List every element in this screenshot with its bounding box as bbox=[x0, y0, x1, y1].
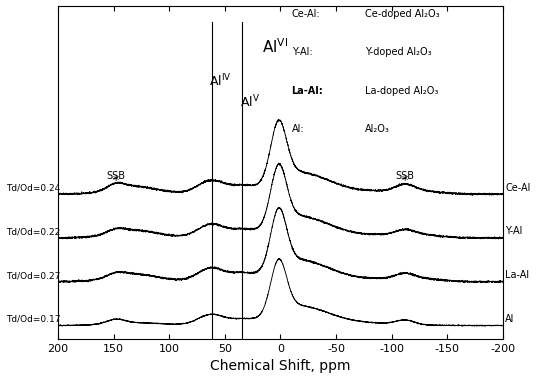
Text: *: * bbox=[402, 174, 408, 187]
Text: La-Al: La-Al bbox=[505, 270, 530, 280]
Text: *: * bbox=[113, 174, 119, 187]
X-axis label: Chemical Shift, ppm: Chemical Shift, ppm bbox=[210, 359, 351, 373]
Text: Td/Od=0.17: Td/Od=0.17 bbox=[6, 315, 60, 324]
Text: La-doped Al₂O₃: La-doped Al₂O₃ bbox=[365, 86, 438, 96]
Text: Ce-Al: Ce-Al bbox=[505, 183, 531, 193]
Text: Y-doped Al₂O₃: Y-doped Al₂O₃ bbox=[365, 47, 431, 57]
Text: Td/Od=0.22: Td/Od=0.22 bbox=[6, 227, 60, 236]
Text: Y-Al:: Y-Al: bbox=[292, 47, 312, 57]
Text: SSB: SSB bbox=[106, 171, 125, 182]
Text: Al$^{\rm VI}$: Al$^{\rm VI}$ bbox=[262, 38, 288, 56]
Text: SSB: SSB bbox=[396, 171, 414, 182]
Text: Y-Al: Y-Al bbox=[505, 226, 523, 236]
Text: Al$^{\rm IV}$: Al$^{\rm IV}$ bbox=[209, 73, 232, 90]
Text: Al: Al bbox=[505, 314, 515, 324]
Text: Al₂O₃: Al₂O₃ bbox=[365, 124, 390, 134]
Text: Td/Od=0.24: Td/Od=0.24 bbox=[6, 183, 60, 193]
Text: La-Al:: La-Al: bbox=[292, 86, 323, 96]
Text: Td/Od=0.27: Td/Od=0.27 bbox=[6, 271, 60, 280]
Text: Al$^{\rm V}$: Al$^{\rm V}$ bbox=[241, 93, 260, 110]
Text: Ce-doped Al₂O₃: Ce-doped Al₂O₃ bbox=[365, 9, 440, 19]
Text: Al:: Al: bbox=[292, 124, 304, 134]
Text: Ce-Al:: Ce-Al: bbox=[292, 9, 320, 19]
